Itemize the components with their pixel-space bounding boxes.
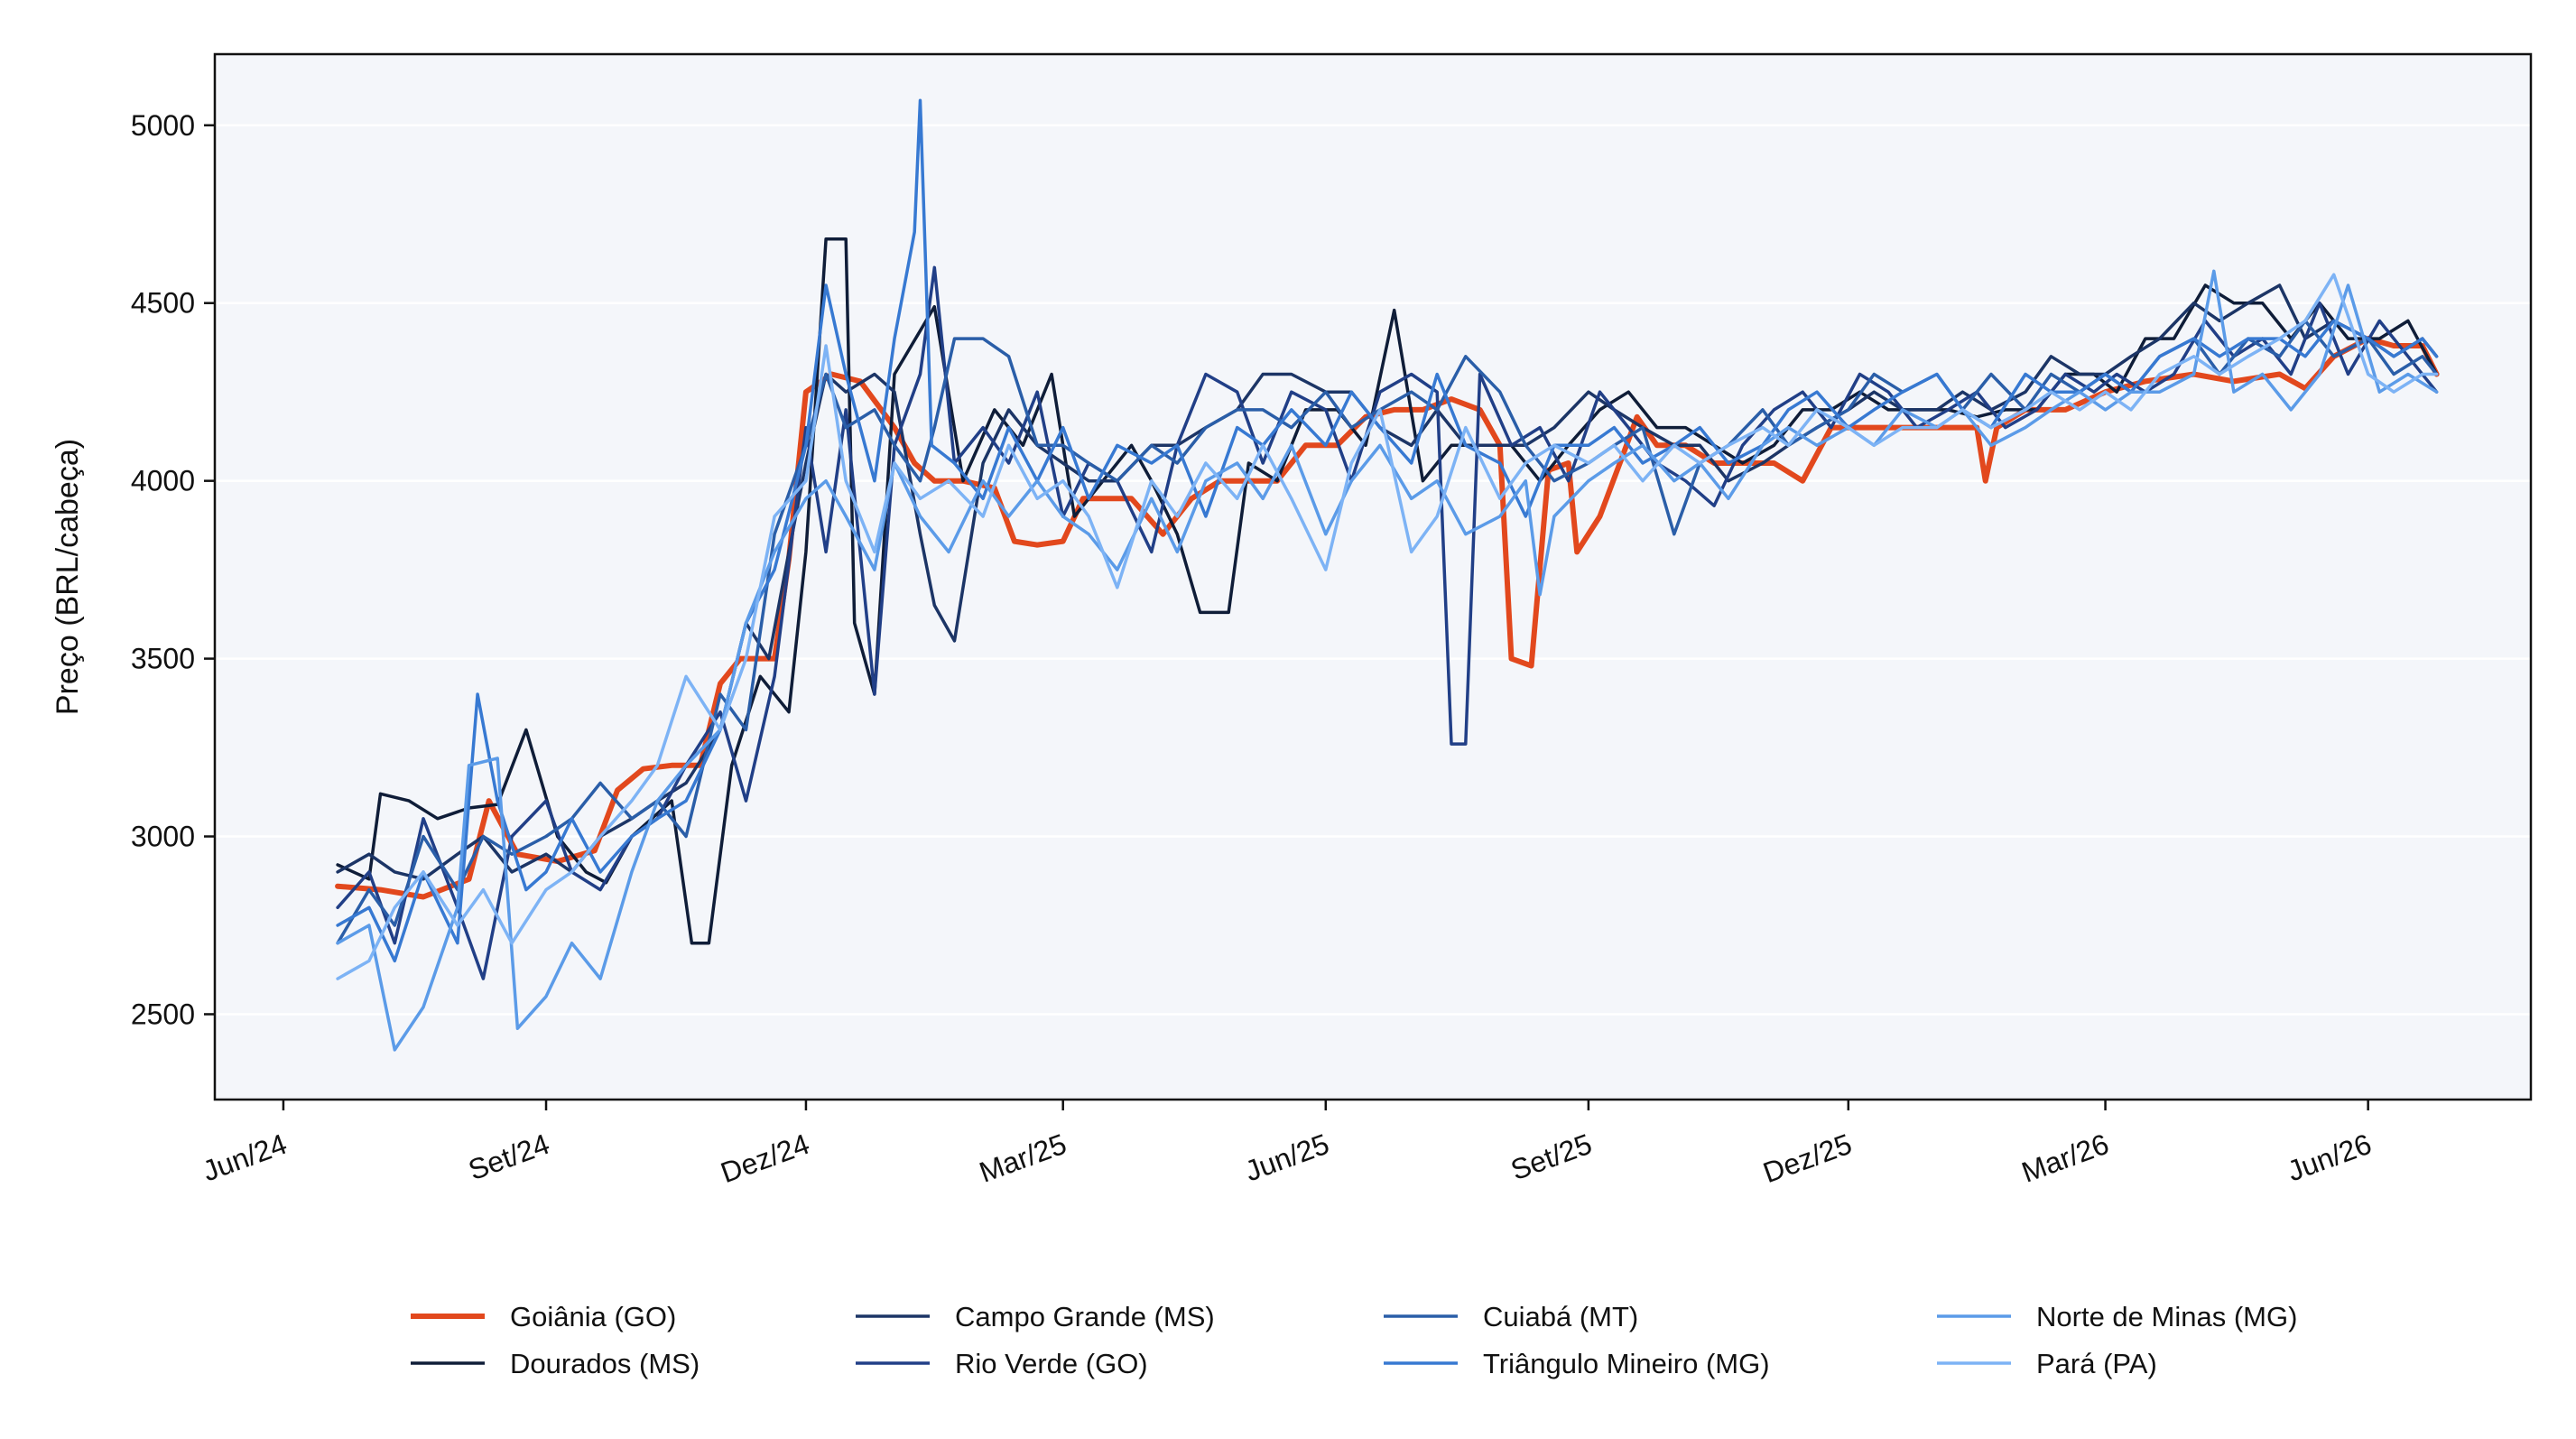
series-line-triangulo-mineiro-mg — [336, 98, 2439, 963]
series-line-norte-de-minas-mg — [336, 269, 2439, 1052]
plot-frame — [213, 52, 2533, 1101]
y-tick-label: 4500 — [131, 287, 195, 320]
y-axis: 2500 3000 3500 4000 4500 5000 — [131, 109, 215, 1030]
legend-label-rio-verde-go: Rio Verde (GO) — [955, 1348, 1148, 1379]
y-tick-label: 5000 — [131, 109, 195, 142]
legend-label-triangulo-mineiro-mg: Triângulo Mineiro (MG) — [1483, 1348, 1770, 1379]
y-tick-label: 3500 — [131, 643, 195, 675]
legend-label-para-pa: Pará (PA) — [2036, 1348, 2157, 1379]
series-line-dourados-ms — [336, 237, 2439, 945]
series-line-para-pa — [336, 273, 2439, 980]
legend-label-cuiaba-mt: Cuiabá (MT) — [1483, 1301, 1638, 1332]
y-axis-title: Preço (BRL/cabeça) — [51, 439, 85, 715]
y-tick-label: 4000 — [131, 465, 195, 497]
legend-label-norte-de-minas-mg: Norte de Minas (MG) — [2036, 1301, 2297, 1332]
legend-label-dourados-ms: Dourados (MS) — [510, 1348, 700, 1379]
legend: Goiânia (GO) Dourados (MS) Campo Grande (M… — [411, 1301, 2297, 1379]
legend-label-campo-grande-ms: Campo Grande (MS) — [955, 1301, 1215, 1332]
y-tick-label: 2500 — [131, 998, 195, 1030]
series-line-rio-verde-go — [336, 265, 2439, 980]
legend-label-goiania-go: Goiânia (GO) — [510, 1301, 676, 1332]
series-lines — [335, 98, 2440, 1052]
y-tick-label: 3000 — [131, 821, 195, 853]
plot-area — [215, 54, 2531, 1100]
